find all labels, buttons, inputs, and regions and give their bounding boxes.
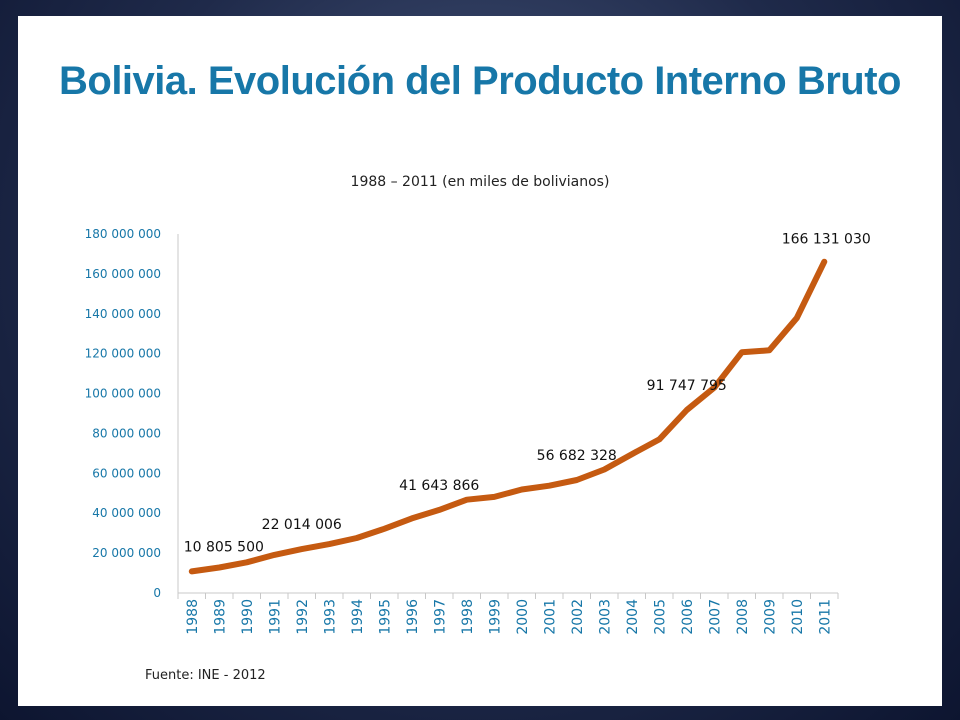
data-point (216, 564, 222, 570)
y-tick-label: 20 000 000 (92, 546, 161, 560)
x-tick-label: 2011 (817, 599, 833, 635)
x-tick-label: 1988 (185, 599, 201, 635)
y-tick-label: 80 000 000 (92, 426, 161, 440)
x-tick-label: 1998 (460, 599, 476, 635)
y-tick-label: 40 000 000 (92, 506, 161, 520)
data-point (601, 467, 607, 473)
y-tick-label: 60 000 000 (92, 466, 161, 480)
data-label: 56 682 328 (537, 448, 617, 464)
y-tick-label: 100 000 000 (85, 387, 161, 401)
data-point (519, 486, 525, 492)
data-point (244, 559, 250, 565)
slide-title: Bolivia. Evolución del Producto Interno … (59, 59, 902, 103)
data-label: 22 014 006 (262, 517, 342, 533)
data-point (299, 546, 305, 552)
data-label: 91 747 795 (647, 378, 727, 394)
x-tick-label: 2003 (597, 599, 613, 635)
data-point (794, 315, 800, 321)
data-point (436, 507, 442, 513)
x-tick-label: 1991 (267, 599, 283, 635)
x-tick-label: 1994 (350, 599, 366, 635)
data-point (684, 407, 690, 413)
x-tick-label: 1989 (212, 599, 228, 635)
x-tick-label: 1997 (432, 599, 448, 635)
data-point (326, 541, 332, 547)
x-tick-label: 1999 (487, 599, 503, 635)
data-point (271, 552, 277, 558)
x-tick-label: 2007 (707, 599, 723, 635)
data-point (821, 259, 827, 265)
data-point (766, 347, 772, 353)
gdp-line-chart: 0 20 000 000 40 000 000 60 000 000 80 000 00… (85, 227, 871, 635)
x-tick-label: 1996 (405, 599, 421, 635)
y-tick-label: 140 000 000 (85, 307, 161, 321)
data-point (464, 497, 470, 503)
x-tick-label: 1993 (322, 599, 338, 635)
data-point (354, 535, 360, 541)
x-tick-label: 1995 (377, 599, 393, 635)
y-tick-label: 0 (153, 586, 161, 600)
chart-subtitle: 1988 – 2011 (en miles de bolivianos) (350, 174, 610, 190)
y-tick-label: 120 000 000 (85, 347, 161, 361)
x-tick-label: 2008 (735, 599, 751, 635)
x-tick-label: 2002 (570, 599, 586, 635)
x-tick-label: 2009 (762, 599, 778, 635)
y-tick-label: 180 000 000 (85, 227, 161, 241)
data-point (546, 483, 552, 489)
data-point (629, 451, 635, 457)
data-point (381, 526, 387, 532)
data-label: 10 805 500 (184, 539, 264, 555)
data-label: 166 131 030 (782, 232, 871, 248)
gdp-series-line (188, 258, 828, 575)
data-point (409, 515, 415, 521)
y-tick-label: 160 000 000 (85, 267, 161, 281)
x-tick-label: 1990 (240, 599, 256, 635)
slide: Bolivia. Evolución del Producto Interno … (18, 16, 942, 706)
x-tick-label: 2004 (625, 599, 641, 635)
x-tick-label: 2006 (680, 599, 696, 635)
x-tick-label: 2005 (652, 599, 668, 635)
x-tick-label: 2010 (790, 599, 806, 635)
source-note: Fuente: INE - 2012 (145, 668, 266, 683)
x-tick-label: 1992 (295, 599, 311, 635)
data-point (189, 568, 195, 574)
data-point (574, 477, 580, 483)
x-tick-label: 2000 (515, 599, 531, 635)
data-point (656, 436, 662, 442)
data-point (739, 349, 745, 355)
x-tick-label: 2001 (542, 599, 558, 635)
data-label: 41 643 866 (399, 478, 479, 494)
data-point (491, 494, 497, 500)
